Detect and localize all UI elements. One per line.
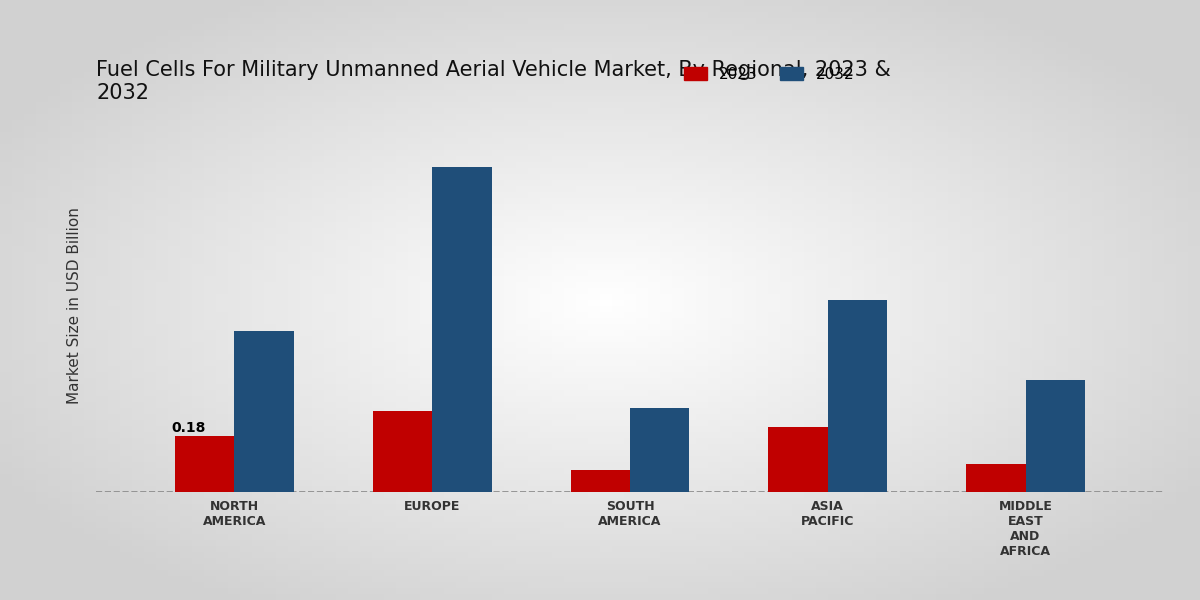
Bar [432,166,492,492]
Bar [966,464,1026,492]
Legend: 2023, 2032: 2023, 2032 [678,61,860,88]
Text: 0.18: 0.18 [172,421,205,436]
Bar [1026,380,1085,492]
Y-axis label: Market Size in USD Billion: Market Size in USD Billion [67,208,82,404]
Bar [571,470,630,492]
Bar [234,331,294,492]
Bar [828,300,887,492]
Text: Fuel Cells For Military Unmanned Aerial Vehicle Market, By Regional, 2023 &
2032: Fuel Cells For Military Unmanned Aerial … [96,60,890,103]
Bar [630,408,689,492]
Bar [373,412,432,492]
Bar [175,436,234,492]
Bar [768,427,828,492]
